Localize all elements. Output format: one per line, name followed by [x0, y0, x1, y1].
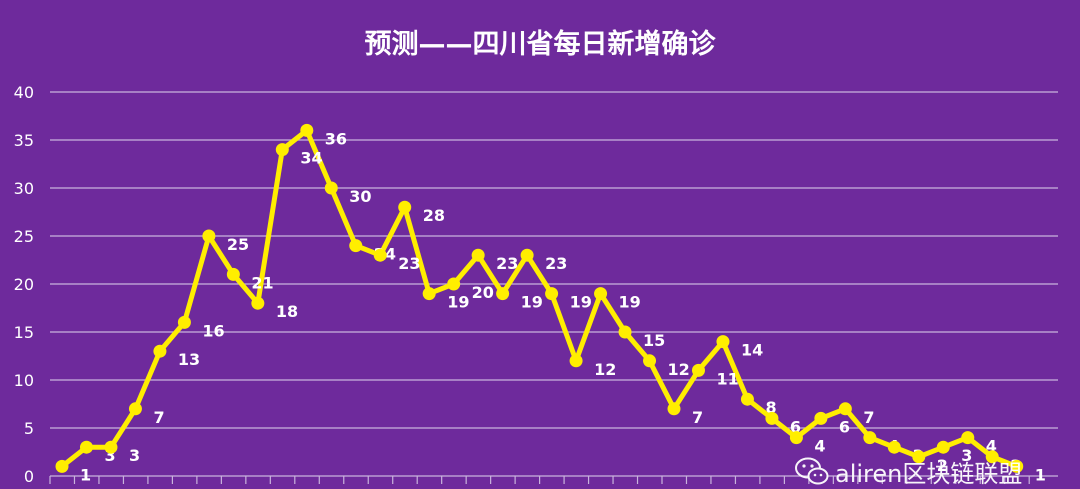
- data-label: 7: [692, 408, 703, 427]
- data-point: [520, 248, 534, 262]
- data-label: 23: [545, 254, 567, 273]
- data-point: [887, 440, 901, 454]
- data-point: [398, 200, 412, 214]
- data-point: [177, 315, 191, 329]
- data-point: [961, 431, 975, 445]
- data-point: [226, 267, 240, 281]
- data-label: 30: [349, 187, 371, 206]
- y-tick-label: 40: [14, 83, 34, 102]
- data-point: [373, 248, 387, 262]
- data-point: [324, 181, 338, 195]
- data-label: 28: [423, 206, 445, 225]
- data-point: [300, 123, 314, 137]
- data-point: [153, 344, 167, 358]
- data-point: [79, 440, 93, 454]
- y-tick-label: 25: [14, 227, 34, 246]
- data-point: [912, 450, 926, 464]
- data-point: [128, 402, 142, 416]
- y-tick-label: 15: [14, 323, 34, 342]
- data-point: [691, 363, 705, 377]
- y-tick-label: 30: [14, 179, 34, 198]
- data-label: 18: [276, 302, 298, 321]
- data-label: 3: [104, 446, 115, 465]
- data-point: [569, 354, 583, 368]
- data-point: [55, 459, 69, 473]
- data-label: 14: [741, 341, 763, 360]
- chart-title: 预测——四川省每日新增确诊: [364, 29, 716, 60]
- data-point: [349, 239, 363, 253]
- data-label: 7: [153, 408, 164, 427]
- data-point: [716, 335, 730, 349]
- data-label: 21: [251, 273, 273, 292]
- data-label: 23: [496, 254, 518, 273]
- data-label: 25: [227, 235, 249, 254]
- data-point: [863, 431, 877, 445]
- data-point: [838, 402, 852, 416]
- data-label: 12: [668, 360, 690, 379]
- data-label: 7: [863, 408, 874, 427]
- wechat-icon: [795, 457, 829, 485]
- y-tick-label: 5: [24, 419, 34, 438]
- data-label: 20: [472, 283, 494, 302]
- data-point: [422, 287, 436, 301]
- data-label: 16: [202, 321, 224, 340]
- data-label: 12: [594, 360, 616, 379]
- data-point: [251, 296, 265, 310]
- data-point: [814, 411, 828, 425]
- data-point: [275, 143, 289, 157]
- data-label: 15: [643, 331, 665, 350]
- y-tick-label: 10: [14, 371, 34, 390]
- data-point: [545, 287, 559, 301]
- data-label: 23: [398, 254, 420, 273]
- data-point: [104, 440, 118, 454]
- data-label: 4: [986, 437, 997, 456]
- data-point: [740, 392, 754, 406]
- data-label: 4: [814, 437, 825, 456]
- data-point: [643, 354, 657, 368]
- data-label: 11: [716, 369, 738, 388]
- data-label: 2: [937, 456, 948, 475]
- y-tick-label: 35: [14, 131, 34, 150]
- data-label: 19: [619, 293, 641, 312]
- data-label: 13: [178, 350, 200, 369]
- data-label: 6: [790, 417, 801, 436]
- y-tick-label: 20: [14, 275, 34, 294]
- watermark: aliren区块链联盟: [795, 456, 1023, 488]
- y-tick-label: 0: [24, 467, 34, 486]
- data-point: [1010, 459, 1024, 473]
- data-point: [936, 440, 950, 454]
- watermark-text: aliren区块链联盟: [835, 459, 1023, 488]
- data-point: [985, 450, 999, 464]
- data-point: [667, 402, 681, 416]
- data-label: 34: [300, 149, 322, 168]
- data-point: [447, 277, 461, 291]
- data-point: [618, 325, 632, 339]
- series-line: [59, 127, 1020, 469]
- data-label: 3: [961, 446, 972, 465]
- data-label: 36: [325, 129, 347, 148]
- data-point: [471, 248, 485, 262]
- data-point: [789, 431, 803, 445]
- data-label: 19: [447, 293, 469, 312]
- data-label: 3: [129, 446, 140, 465]
- data-point: [496, 287, 510, 301]
- data-label: 1: [1035, 465, 1046, 484]
- data-point: [594, 287, 608, 301]
- data-label: 19: [570, 293, 592, 312]
- data-label: 8: [765, 398, 776, 417]
- data-label: 19: [521, 293, 543, 312]
- data-label: 1: [80, 465, 91, 484]
- data-label: 6: [839, 417, 850, 436]
- data-point: [202, 229, 216, 243]
- data-point: [765, 411, 779, 425]
